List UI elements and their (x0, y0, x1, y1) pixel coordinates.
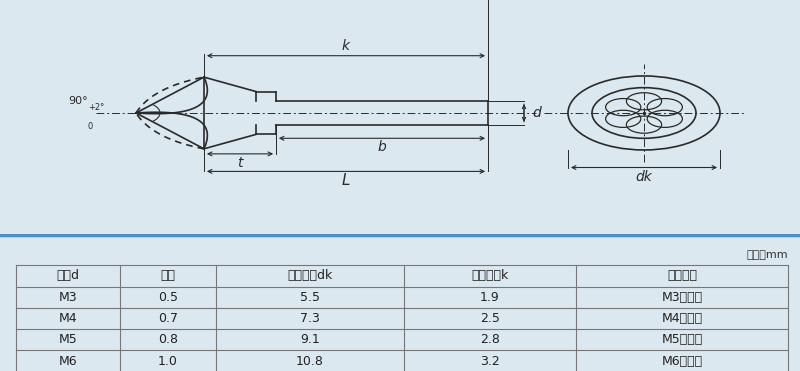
Text: b: b (378, 140, 386, 154)
Text: 90°: 90° (68, 96, 88, 106)
Text: 2.8: 2.8 (480, 333, 500, 346)
Text: 规格d: 规格d (57, 269, 79, 282)
Text: d: d (532, 106, 541, 120)
Text: L: L (342, 173, 350, 188)
Text: 1.0: 1.0 (158, 355, 178, 368)
Text: 9.1: 9.1 (300, 333, 320, 346)
Text: M6用扳手: M6用扳手 (662, 355, 702, 368)
Text: t: t (238, 156, 242, 170)
Text: M5: M5 (58, 333, 78, 346)
Text: M3: M3 (58, 291, 78, 304)
Text: M6: M6 (58, 355, 78, 368)
Text: M3用扳手: M3用扳手 (662, 291, 702, 304)
Text: M4用扳手: M4用扳手 (662, 312, 702, 325)
Text: 搭配扳手: 搭配扳手 (667, 269, 697, 282)
Text: 牙距: 牙距 (161, 269, 175, 282)
Text: 0.8: 0.8 (158, 333, 178, 346)
Text: M4: M4 (58, 312, 78, 325)
Text: M5用扳手: M5用扳手 (662, 333, 702, 346)
Text: 10.8: 10.8 (296, 355, 324, 368)
Text: +2°: +2° (88, 103, 104, 112)
Text: 7.3: 7.3 (300, 312, 320, 325)
Text: 头部直径dk: 头部直径dk (287, 269, 333, 282)
Text: 5.5: 5.5 (300, 291, 320, 304)
Text: 0.5: 0.5 (158, 291, 178, 304)
Text: 头部厚度k: 头部厚度k (471, 269, 509, 282)
Text: k: k (342, 39, 350, 53)
Text: dk: dk (636, 170, 652, 184)
Text: 0.7: 0.7 (158, 312, 178, 325)
Text: 0: 0 (88, 122, 94, 131)
Text: 2.5: 2.5 (480, 312, 500, 325)
Text: 1.9: 1.9 (480, 291, 500, 304)
Text: 3.2: 3.2 (480, 355, 500, 368)
Text: 单位：mm: 单位：mm (746, 250, 788, 260)
